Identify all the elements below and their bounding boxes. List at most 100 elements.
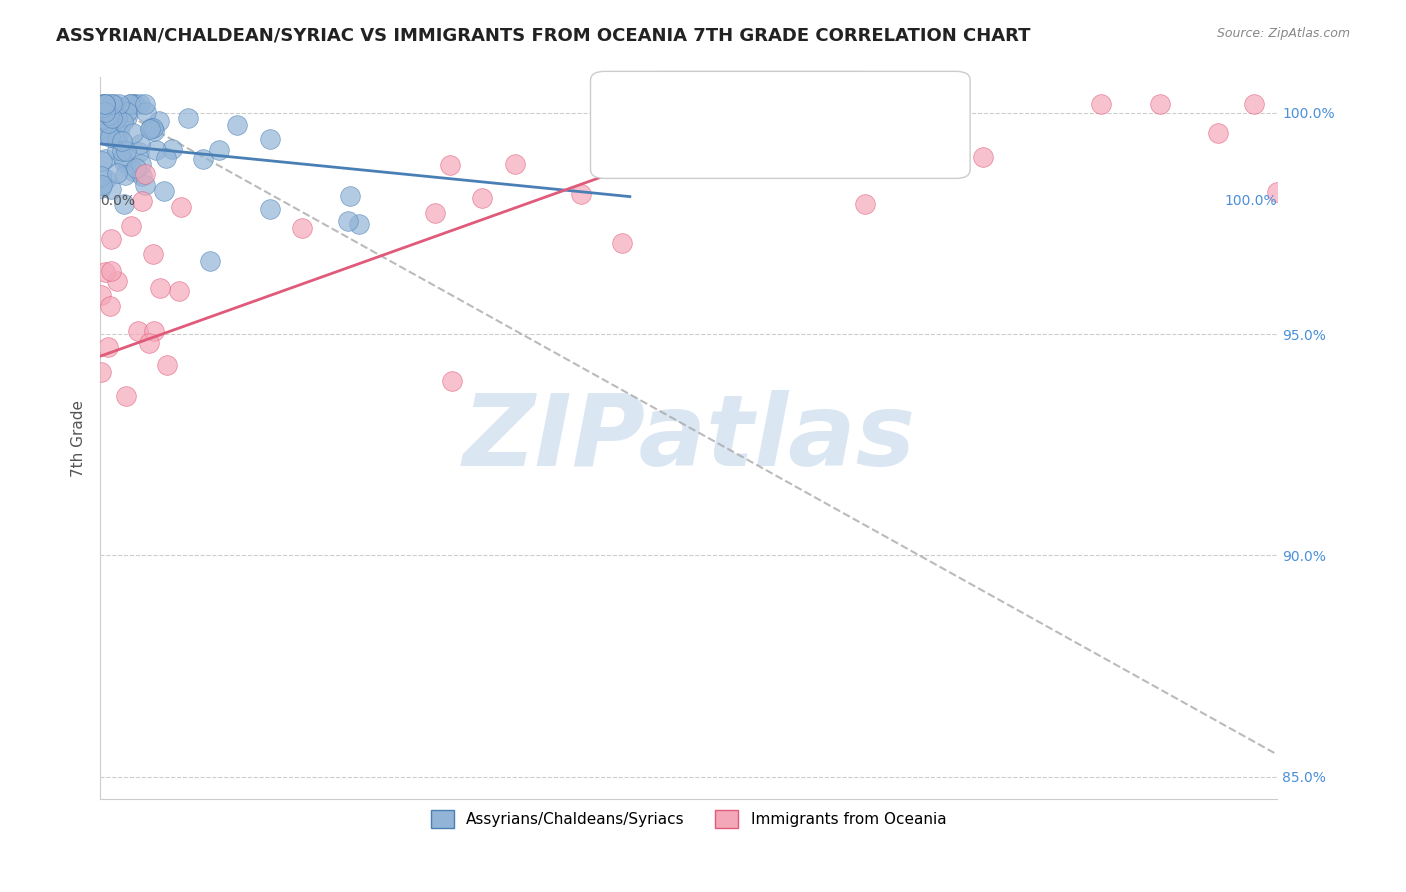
Point xyxy=(129,136,152,151)
Point xyxy=(98,108,121,122)
Point xyxy=(122,97,145,112)
Point xyxy=(121,164,143,178)
Point xyxy=(97,107,120,121)
Point xyxy=(93,127,115,141)
Point xyxy=(131,169,153,183)
Point xyxy=(142,247,165,261)
Point xyxy=(103,97,125,112)
Point xyxy=(115,104,138,119)
Point xyxy=(111,100,134,114)
Point xyxy=(191,153,214,167)
Point xyxy=(198,253,221,268)
Point xyxy=(602,134,624,148)
Point xyxy=(112,155,135,169)
Point xyxy=(90,103,112,117)
Point xyxy=(1090,97,1112,112)
Point xyxy=(134,178,156,192)
Point xyxy=(423,206,446,220)
Point xyxy=(110,134,132,148)
Point xyxy=(97,340,120,354)
Point xyxy=(569,187,592,202)
Point xyxy=(93,265,115,279)
Point xyxy=(100,182,122,196)
Point xyxy=(93,97,115,112)
Point xyxy=(94,172,117,186)
Point xyxy=(152,185,174,199)
Point xyxy=(103,114,125,128)
Point xyxy=(654,116,676,130)
Point xyxy=(127,324,149,338)
Point xyxy=(156,359,179,373)
Point xyxy=(339,189,361,203)
Point xyxy=(134,97,156,112)
Point xyxy=(93,128,115,143)
Point xyxy=(98,97,121,112)
Point xyxy=(94,112,117,127)
Point xyxy=(149,281,172,295)
Point xyxy=(91,97,114,112)
Legend: Assyrians/Chaldeans/Syriacs, Immigrants from Oceania: Assyrians/Chaldeans/Syriacs, Immigrants … xyxy=(425,804,952,835)
Point xyxy=(91,153,114,168)
Point xyxy=(120,97,142,112)
Point xyxy=(155,151,177,165)
Point xyxy=(107,112,129,126)
Point xyxy=(91,121,114,136)
Y-axis label: 7th Grade: 7th Grade xyxy=(72,400,86,476)
Point xyxy=(115,389,138,403)
Point xyxy=(441,374,464,388)
Point xyxy=(94,152,117,166)
Point xyxy=(259,202,281,216)
Point xyxy=(134,167,156,181)
Point xyxy=(148,114,170,128)
Point xyxy=(105,143,128,157)
Point xyxy=(90,181,112,195)
Point xyxy=(122,126,145,140)
Point xyxy=(135,104,157,119)
Point xyxy=(105,108,128,122)
Point xyxy=(145,143,167,157)
Point xyxy=(114,168,136,182)
Point xyxy=(91,98,114,112)
Point xyxy=(94,97,117,112)
Point xyxy=(112,197,135,211)
Point xyxy=(226,118,249,132)
Point xyxy=(93,100,115,114)
Point xyxy=(610,236,633,251)
Point xyxy=(1243,97,1265,112)
Point xyxy=(291,221,314,235)
Point xyxy=(128,97,150,112)
Point xyxy=(111,144,134,158)
Point xyxy=(111,150,134,164)
Point xyxy=(100,232,122,246)
Point xyxy=(91,178,114,192)
Point xyxy=(124,97,146,112)
Point xyxy=(1208,127,1230,141)
Point xyxy=(120,219,142,233)
Point xyxy=(471,191,494,205)
Point xyxy=(117,110,139,124)
Point xyxy=(101,112,124,126)
Point xyxy=(118,97,141,112)
Point xyxy=(94,104,117,119)
Point xyxy=(1149,97,1171,112)
Point xyxy=(139,120,162,135)
Point xyxy=(98,130,121,145)
Point xyxy=(162,142,184,156)
Point xyxy=(100,97,122,112)
Point xyxy=(142,124,165,138)
Point xyxy=(112,115,135,129)
Point xyxy=(97,116,120,130)
Point xyxy=(142,120,165,135)
Point xyxy=(131,194,153,208)
Text: 100.0%: 100.0% xyxy=(1225,194,1277,208)
Point xyxy=(94,97,117,112)
Text: 0.0%: 0.0% xyxy=(100,194,135,208)
Point xyxy=(90,288,112,302)
Point xyxy=(853,197,876,211)
Point xyxy=(169,200,191,214)
Point xyxy=(105,132,128,146)
Point xyxy=(98,299,121,313)
Point xyxy=(105,273,128,287)
Point xyxy=(208,143,231,157)
Point xyxy=(125,161,148,176)
